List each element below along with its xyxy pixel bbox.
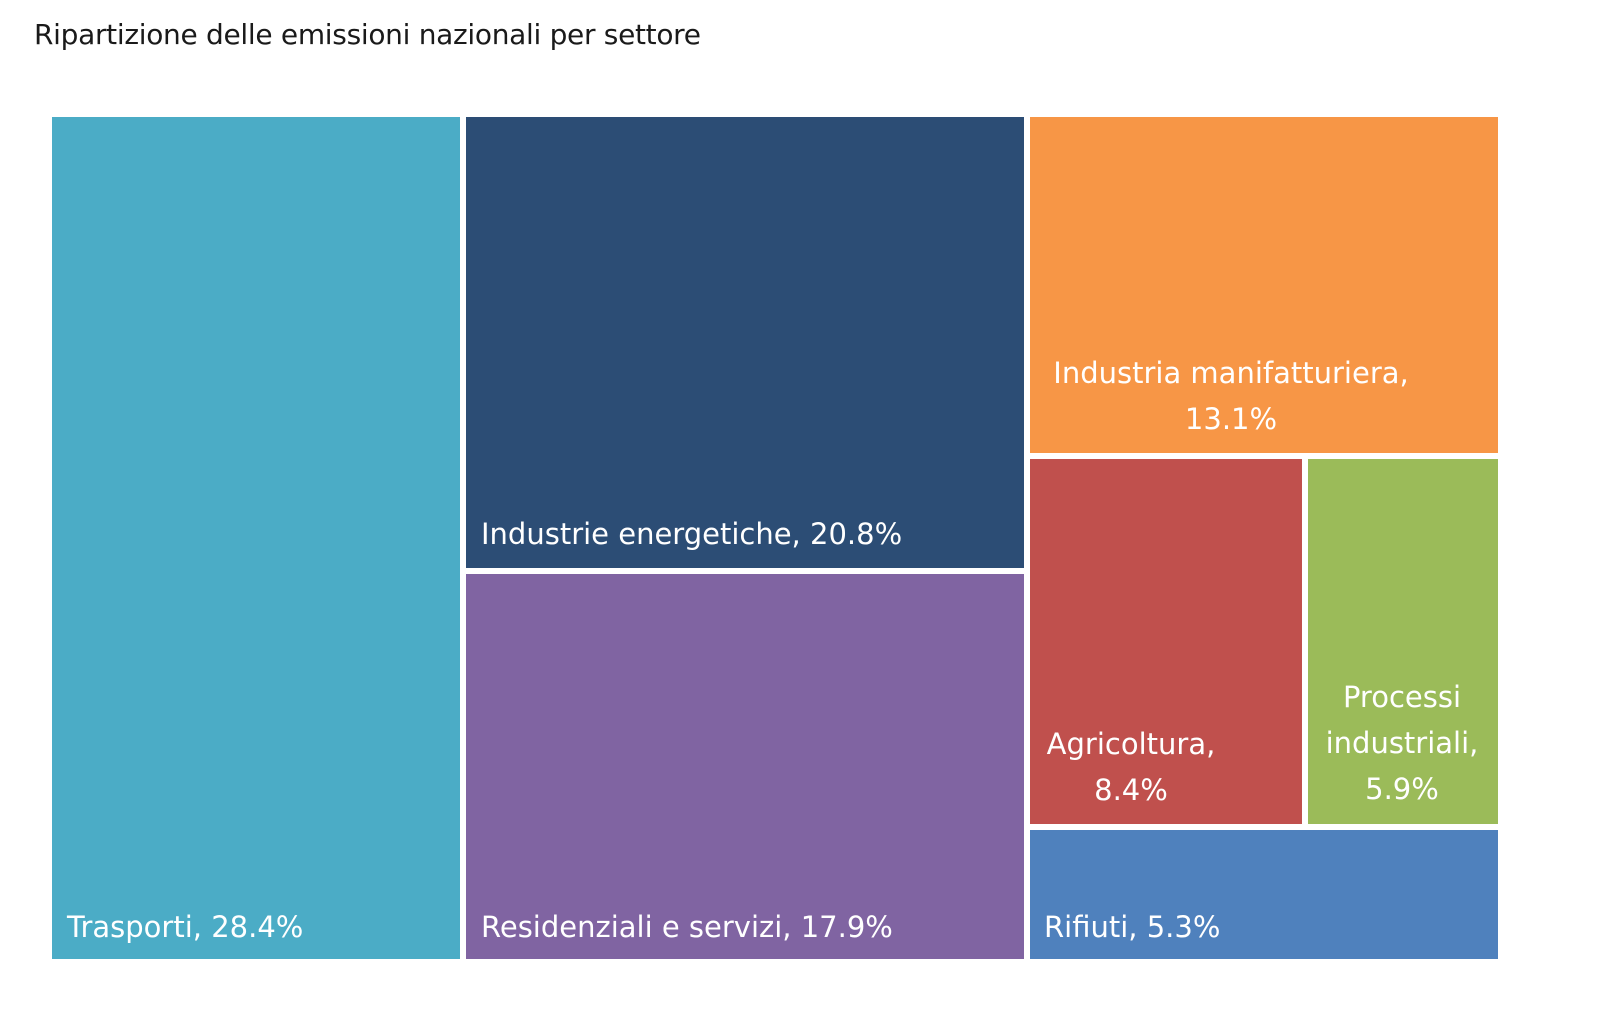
tile-label-line: Trasporti, 28.4%: [67, 910, 304, 944]
tile-label-line: Industrie energetiche, 20.8%: [481, 517, 903, 551]
tile-label-rifiuti: Rifiuti, 5.3%: [1044, 904, 1220, 950]
treemap-tile-industrie-energetiche: [466, 117, 1024, 568]
tile-label-processi-industriali: Processi industriali, 5.9%: [1326, 674, 1479, 812]
chart-title: Ripartizione delle emissioni nazionali p…: [34, 18, 701, 51]
treemap-tile-industria-manifatturiera: [1030, 117, 1498, 453]
tile-label-line: 13.1%: [1184, 402, 1278, 436]
tile-label-agricoltura: Agricoltura, 8.4%: [1047, 721, 1216, 813]
tile-label-line: 5.9%: [1365, 772, 1439, 806]
treemap-tile-processi-industriali: [1308, 459, 1498, 824]
tile-label-industria-manifatturiera: Industria manifatturiera, 13.1%: [1053, 350, 1408, 442]
tile-label-line: 8.4%: [1094, 773, 1168, 807]
tile-label-line: Processi: [1342, 680, 1462, 714]
tile-label-line: Residenziali e servizi, 17.9%: [481, 910, 893, 944]
tile-label-residenziali-e-servizi: Residenziali e servizi, 17.9%: [481, 904, 893, 950]
tile-label-line: Rifiuti, 5.3%: [1044, 910, 1221, 944]
tile-label-trasporti: Trasporti, 28.4%: [67, 904, 303, 950]
tile-label-line: industriali,: [1325, 726, 1479, 760]
tile-label-line: Agricoltura,: [1046, 727, 1216, 761]
treemap-tile-agricoltura: [1030, 459, 1302, 824]
tile-label-line: Industria manifatturiera,: [1053, 356, 1409, 390]
treemap-tile-trasporti: [52, 117, 460, 959]
tile-label-industrie-energetiche: Industrie energetiche, 20.8%: [481, 511, 902, 557]
treemap-tile-residenziali-e-servizi: [466, 574, 1024, 959]
treemap-tile-rifiuti: [1030, 830, 1498, 959]
